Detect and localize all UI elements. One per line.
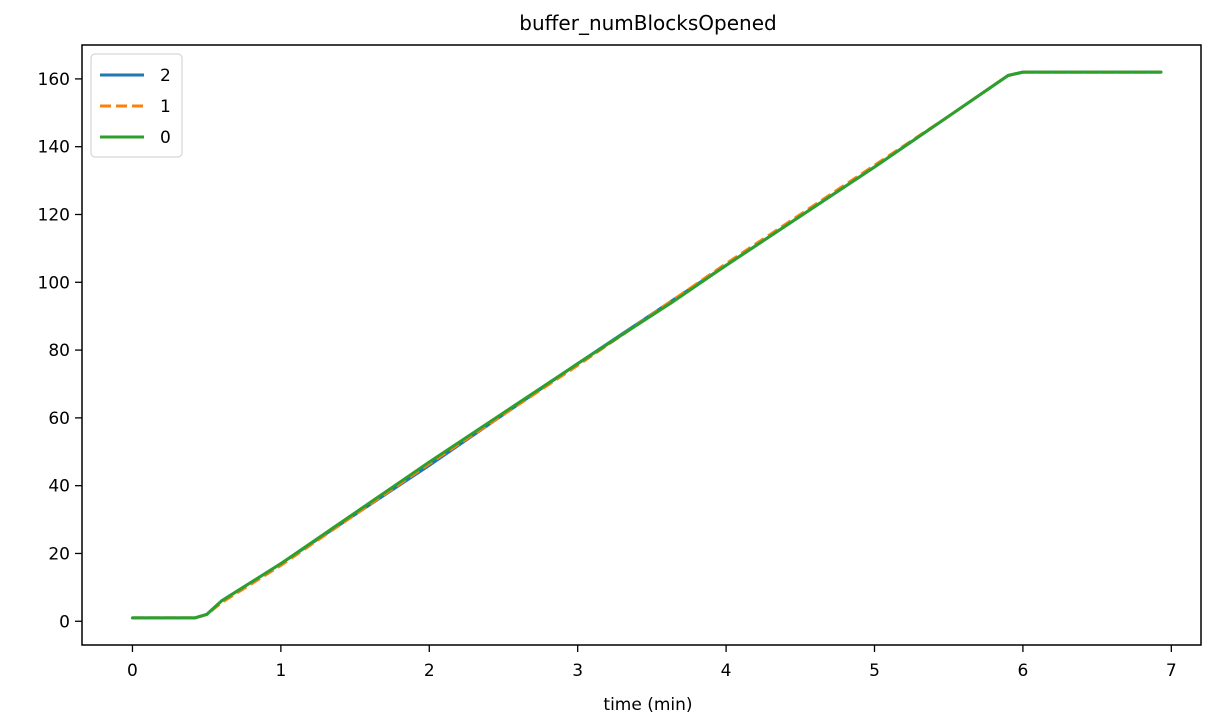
series-layer: [130, 70, 1163, 620]
legend-label-1: 1: [160, 97, 171, 117]
y-tick-label: 140: [38, 138, 70, 158]
series-line-0: [130, 70, 1163, 620]
x-axis-title: time (min): [603, 695, 692, 715]
x-tick-label: 5: [869, 661, 880, 681]
series-line-2: [130, 70, 1163, 620]
x-tick-label: 7: [1166, 661, 1177, 681]
x-tick-label: 1: [275, 661, 286, 681]
y-tick-label: 80: [48, 341, 70, 361]
legend: 2 1 0: [90, 53, 183, 158]
y-axis: 0 20 40 60 80 100 120 140 160: [38, 70, 82, 632]
x-axis: 0 1 2 3 4 5 6 7: [127, 645, 1177, 681]
y-tick-label: 120: [38, 205, 70, 225]
x-tick-label: 4: [721, 661, 732, 681]
y-tick-label: 40: [48, 477, 70, 497]
chart-title: buffer_numBlocksOpened: [519, 11, 776, 35]
y-tick-label: 100: [38, 273, 70, 293]
x-tick-label: 3: [572, 661, 583, 681]
x-tick-label: 6: [1017, 661, 1028, 681]
y-tick-label: 160: [38, 70, 70, 90]
y-tick-label: 60: [48, 409, 70, 429]
y-tick-label: 0: [59, 612, 70, 632]
legend-label-0: 0: [160, 128, 171, 148]
x-tick-label: 0: [127, 661, 138, 681]
y-tick-label: 20: [48, 544, 70, 564]
legend-label-2: 2: [160, 66, 171, 86]
series-line-1: [132, 70, 1161, 620]
plot-frame: [81, 44, 1202, 646]
x-tick-label: 2: [424, 661, 435, 681]
